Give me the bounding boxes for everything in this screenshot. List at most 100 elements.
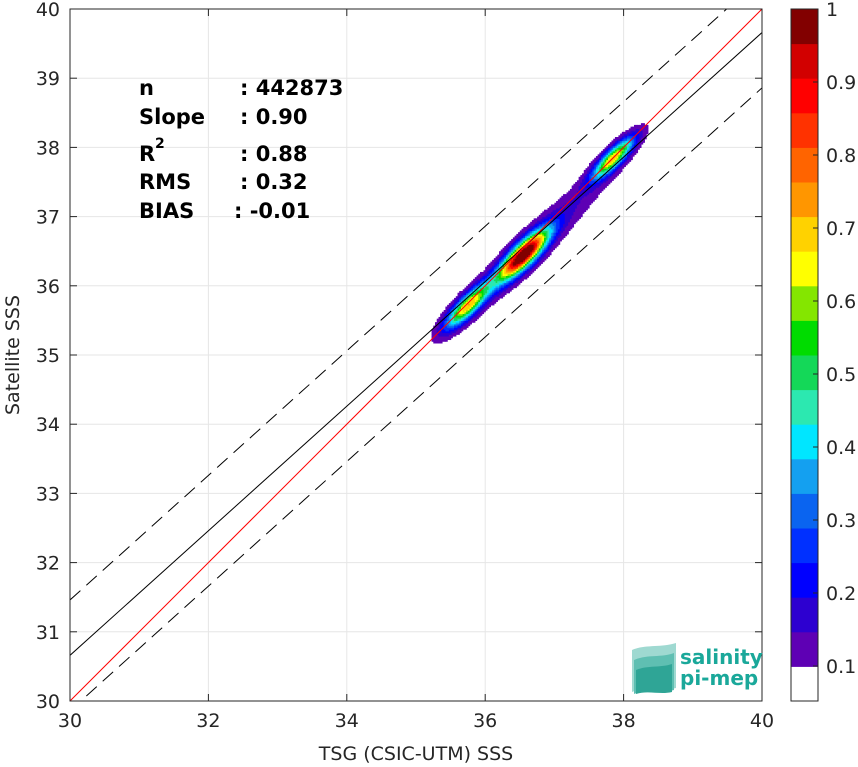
density-cell [497,278,500,282]
density-cell [499,252,502,256]
density-cell [633,128,637,131]
density-cell [566,223,569,226]
density-cell [436,335,440,339]
density-cell [608,175,611,178]
density-cell [595,176,599,180]
density-cell [457,294,460,297]
density-cell [448,323,452,327]
density-cell [621,159,625,162]
density-cell [537,223,540,226]
density-cell [480,301,483,304]
density-cell [488,294,491,297]
density-cell [538,263,542,266]
density-cell [623,152,626,155]
density-cell [492,275,495,278]
density-cell [500,266,504,270]
density-cell [542,252,545,256]
density-cell [485,294,488,297]
density-cell [488,277,491,280]
density-cell [537,247,540,251]
density-cell [608,147,611,150]
density-cell [466,285,469,289]
density-cell [499,285,502,289]
density-cell [595,187,599,190]
density-cell [454,323,457,327]
density-cell [557,240,561,244]
density-cell [445,318,448,321]
density-cell [512,252,516,256]
density-cell [499,294,502,297]
density-cell [540,230,543,233]
density-cell [471,299,474,302]
density-cell [474,315,478,318]
density-cell [583,206,587,209]
density-cell [488,287,491,290]
density-cell [480,282,483,285]
density-cell [625,142,628,145]
density-cell [459,308,462,311]
density-cell [462,325,466,328]
density-cell [476,282,479,285]
density-cell [582,194,585,197]
density-cell [521,244,524,247]
density-cell [431,332,434,335]
density-cell [594,187,597,190]
density-cell [474,292,478,296]
density-cell [486,292,490,296]
density-cell [590,201,594,204]
density-cell [443,332,447,335]
density-cell [516,265,519,268]
density-cell [620,159,623,162]
density-cell [632,149,635,152]
density-cell [613,173,616,176]
density-cell [587,171,590,174]
density-cell [481,303,485,306]
density-cell [635,140,639,143]
density-cell [627,135,630,138]
density-cell [642,130,645,133]
density-cell [639,133,642,136]
colorbar-segment [791,631,818,667]
density-cell [623,157,626,161]
density-cell [519,256,523,259]
density-cell [561,233,564,237]
density-cell [547,254,550,257]
density-cell [459,296,462,299]
density-cell [644,130,647,133]
density-cell [486,265,490,268]
density-cell [481,299,485,302]
density-cell [566,226,569,230]
density-cell [621,137,625,140]
density-cell [530,228,533,232]
density-cell [583,199,587,202]
density-cell [640,137,644,140]
density-cell [533,228,536,232]
density-cell [628,145,632,148]
density-cell [441,325,445,328]
density-cell [568,207,571,211]
density-cell [627,137,630,140]
density-cell [480,296,483,299]
density-cell [473,282,476,285]
density-cell [507,256,511,259]
density-cell [646,131,649,135]
density-cell [556,240,559,244]
density-cell [608,162,611,166]
density-cell [480,313,483,316]
density-cell [512,251,516,254]
density-cell [471,285,474,289]
density-cell [526,232,530,235]
density-cell [568,190,571,193]
density-cell [505,259,509,263]
density-cell [455,301,459,304]
density-cell [542,223,545,226]
density-cell [473,316,476,320]
density-cell [537,258,540,261]
density-cell [474,285,478,289]
density-cell [495,256,498,259]
density-cell [613,161,616,164]
density-cell [441,311,445,315]
density-cell [640,135,644,138]
density-cell [530,271,533,275]
density-cell [592,171,595,174]
